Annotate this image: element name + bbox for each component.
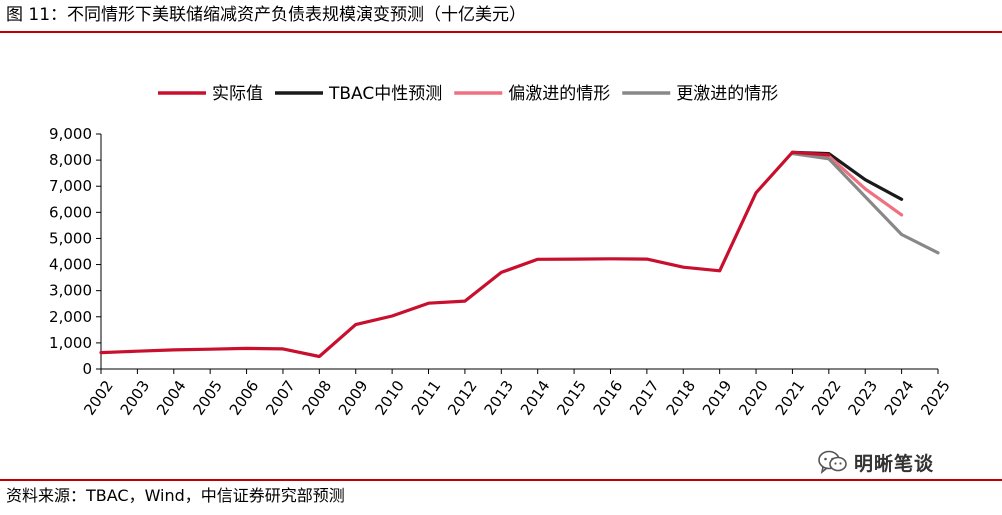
x-tick-label: 2003 bbox=[117, 377, 154, 419]
x-tick-label: 2015 bbox=[553, 377, 590, 419]
x-tick-label: 2025 bbox=[917, 377, 954, 419]
x-tick-label: 2020 bbox=[735, 377, 772, 419]
x-tick-label: 2024 bbox=[881, 377, 918, 419]
y-tick-label: 9,000 bbox=[49, 125, 92, 143]
x-tick-label: 2023 bbox=[844, 377, 881, 419]
x-tick-label: 2005 bbox=[189, 377, 226, 419]
x-tick-label: 2011 bbox=[408, 377, 445, 419]
legend: 实际值 TBAC中性预测 偏激进的情形 更激进的情形 bbox=[158, 84, 778, 104]
x-tick-label: 2008 bbox=[299, 377, 336, 419]
figure-title: 图 11：不同情形下美联储缩减资产负债表规模演变预测（十亿美元） bbox=[6, 5, 527, 25]
x-tick-label: 2013 bbox=[481, 377, 518, 419]
legend-item-0: 实际值 bbox=[158, 84, 263, 104]
x-tick-label: 2018 bbox=[662, 377, 699, 419]
y-tick-label: 5,000 bbox=[49, 229, 92, 247]
x-tick-label: 2021 bbox=[772, 377, 809, 419]
series-line-3 bbox=[790, 151, 940, 255]
legend-item-3: 更激进的情形 bbox=[622, 84, 778, 104]
x-tick-label: 2012 bbox=[444, 377, 481, 419]
title-bar: 图 11：不同情形下美联储缩减资产负债表规模演变预测（十亿美元） bbox=[0, 0, 1002, 32]
legend-label: 更激进的情形 bbox=[676, 84, 778, 104]
x-tick-label: 2007 bbox=[262, 377, 299, 419]
legend-label: 实际值 bbox=[212, 84, 263, 104]
y-tick-label: 1,000 bbox=[49, 334, 92, 352]
y-tick-label: 8,000 bbox=[49, 151, 92, 169]
y-tick-label: 2,000 bbox=[49, 308, 92, 326]
x-tick-label: 2022 bbox=[808, 377, 845, 419]
wechat-icon bbox=[818, 450, 847, 474]
y-tick-label: 7,000 bbox=[49, 177, 92, 195]
x-tick-label: 2019 bbox=[699, 377, 736, 419]
legend-label: TBAC中性预测 bbox=[328, 84, 442, 104]
x-tick-label: 2014 bbox=[517, 377, 554, 419]
legend-item-2: 偏激进的情形 bbox=[454, 84, 610, 104]
top-divider bbox=[0, 31, 1002, 33]
x-tick-label: 2016 bbox=[590, 377, 627, 419]
bottom-divider bbox=[0, 479, 1002, 481]
x-tick-label: 2009 bbox=[335, 377, 372, 419]
legend-item-1: TBAC中性预测 bbox=[275, 84, 442, 104]
watermark-text: 明晰笔谈 bbox=[854, 452, 935, 475]
x-tick-label: 2006 bbox=[226, 377, 263, 419]
series-line-0 bbox=[99, 150, 831, 359]
y-tick-label: 4,000 bbox=[49, 256, 92, 274]
y-tick-label: 0 bbox=[82, 360, 92, 378]
x-tick-label: 2017 bbox=[626, 377, 663, 419]
series-line-2 bbox=[790, 150, 904, 217]
x-tick-label: 2010 bbox=[371, 377, 408, 419]
watermark: 明晰笔谈 bbox=[818, 448, 934, 476]
x-tick-label: 2004 bbox=[153, 377, 190, 419]
line-chart: 实际值 TBAC中性预测 偏激进的情形 更激进的情形 0 1,000 2,000 3,000… bbox=[49, 84, 954, 419]
y-tick-label: 6,000 bbox=[49, 203, 92, 221]
y-tick-label: 3,000 bbox=[49, 282, 92, 300]
x-tick-label: 2002 bbox=[80, 377, 117, 419]
source-note: 资料来源：TBAC，Wind，中信证券研究部预测 bbox=[6, 486, 345, 505]
series-group bbox=[99, 150, 940, 359]
legend-label: 偏激进的情形 bbox=[508, 84, 610, 104]
